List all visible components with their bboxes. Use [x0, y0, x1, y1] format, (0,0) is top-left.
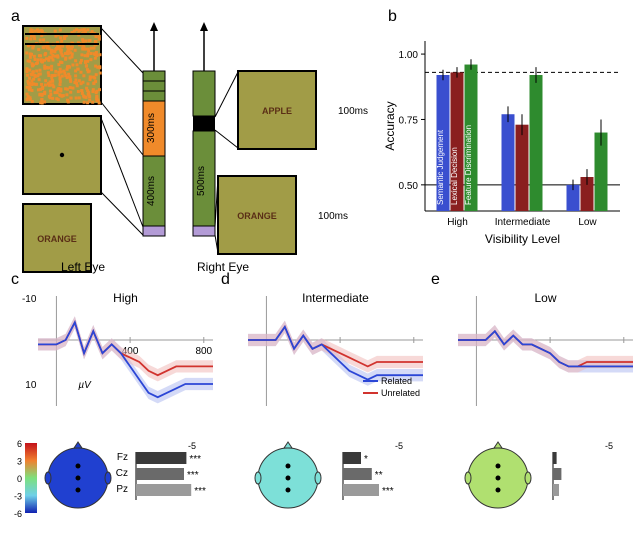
svg-text:0.50: 0.50 [399, 181, 419, 192]
svg-text:3: 3 [17, 457, 22, 467]
svg-text:Low: Low [534, 291, 556, 305]
svg-text:Fz: Fz [117, 452, 128, 463]
svg-text:Accuracy: Accuracy [383, 101, 397, 150]
panel-a: 400ms 300ms 500ms ORANGE 100ms APPLE 100ms ORAN… [8, 16, 378, 276]
svg-text:400ms: 400ms [146, 176, 157, 206]
svg-text:Lexical Decision: Lexical Decision [450, 147, 459, 205]
svg-text:Semantic Judgement: Semantic Judgement [436, 129, 445, 205]
svg-text:-6: -6 [14, 509, 22, 519]
svg-text:Low: Low [578, 217, 597, 228]
svg-text:***: *** [189, 454, 201, 465]
panel-d-erp: Intermediate Related Unrelated [218, 286, 428, 426]
panel-b-chart: 0.50 0.75 1.00 Semantic Judgement Lexical De… [380, 26, 630, 251]
svg-text:Right Eye: Right Eye [197, 260, 249, 274]
svg-text:500ms: 500ms [196, 166, 207, 196]
svg-text:0.75: 0.75 [399, 115, 419, 126]
svg-text:*: * [364, 454, 368, 465]
svg-text:10: 10 [25, 380, 37, 391]
svg-text:-10: -10 [22, 294, 37, 305]
svg-text:Visibility Level: Visibility Level [485, 232, 560, 246]
svg-text:800: 800 [195, 346, 212, 357]
svg-text:APPLE: APPLE [262, 106, 292, 116]
svg-text:Related: Related [381, 376, 412, 386]
svg-text:-3: -3 [14, 492, 22, 502]
svg-text:-5: -5 [188, 441, 196, 451]
svg-text:µV: µV [78, 380, 92, 391]
svg-text:Feature Discrimination: Feature Discrimination [464, 125, 473, 205]
topo-row: 630-3-6FzCzPz-5*********-5******-5 [8, 428, 632, 528]
svg-text:300ms: 300ms [146, 113, 157, 143]
svg-text:Unrelated: Unrelated [381, 388, 420, 398]
svg-text:***: *** [187, 470, 199, 481]
figure: a b c d e 400ms300ms500msORANGE100msAPPL… [8, 8, 632, 533]
svg-text:100ms: 100ms [318, 211, 348, 222]
svg-text:6: 6 [17, 439, 22, 449]
svg-text:Cz: Cz [116, 468, 128, 479]
svg-text:Intermediate: Intermediate [495, 217, 551, 228]
svg-text:-5: -5 [395, 441, 403, 451]
svg-text:ORANGE: ORANGE [37, 234, 77, 244]
svg-text:0: 0 [17, 474, 22, 484]
svg-text:***: *** [194, 486, 206, 497]
svg-text:High: High [447, 217, 468, 228]
label-b: b [388, 8, 397, 26]
svg-text:**: ** [375, 470, 383, 481]
svg-text:High: High [113, 291, 138, 305]
svg-text:1.00: 1.00 [399, 50, 419, 61]
svg-text:Intermediate: Intermediate [302, 291, 369, 305]
svg-text:100ms: 100ms [338, 106, 368, 117]
svg-text:-5: -5 [605, 441, 613, 451]
svg-text:Left Eye: Left Eye [61, 260, 105, 274]
panel-e-erp: Low [428, 286, 638, 426]
svg-text:Pz: Pz [116, 484, 128, 495]
panel-c-erp: 400800-1010µVHigh [8, 286, 218, 426]
svg-text:***: *** [382, 486, 394, 497]
svg-text:ORANGE: ORANGE [237, 211, 277, 221]
